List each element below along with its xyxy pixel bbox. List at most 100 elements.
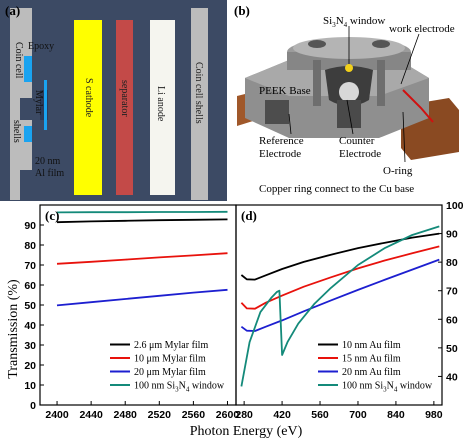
coin-cell-label: Coin cell: [13, 42, 24, 79]
counter-electrode-sphere: [339, 82, 359, 102]
li-anode-label: Li anode: [155, 86, 166, 122]
legend-label: 15 nm Au film: [342, 354, 401, 365]
plot-frame-1: [235, 204, 443, 406]
epoxy-block-upper: [24, 56, 32, 82]
series-line-0: [240, 232, 440, 281]
window-label-pre: Si: [323, 15, 332, 27]
x-tick-label: 280: [235, 409, 253, 421]
chart-c: 2400 2440 2480 2520 2560 2600 0 10 20 30 40 50 60 70 8…: [24, 204, 240, 421]
y-tick-label-right: 40: [446, 371, 458, 383]
reference-electrode-port: [265, 100, 289, 124]
series-line-3: [56, 210, 228, 214]
legend-label-text: 15 nm Au film: [342, 354, 401, 365]
legend-label-text: 2.6 μm Mylar film: [134, 340, 208, 351]
chart-d: 280 420 560 700 840 980 40 50 60 70 80 90 100 (d) 10 n…: [235, 200, 464, 421]
legend-label: 10 nm Au film: [342, 340, 401, 351]
legend-label-sub2: 4: [186, 386, 190, 394]
legend-label-mid: N: [179, 381, 186, 392]
series-line-2: [56, 288, 228, 307]
screw-head-left: [308, 40, 326, 48]
panel-b-cell-cutaway: (b) Si3N4 window work electrode PEEK Bas…: [229, 0, 472, 201]
x-tick-label: 2560: [182, 409, 206, 421]
al-film-strip: [44, 80, 47, 130]
epoxy-label: Epoxy: [28, 41, 54, 52]
oring-leader-line: [402, 111, 406, 163]
legend-label: 100 nm Si3N4 window: [342, 381, 433, 394]
panels-c-d-transmission-charts: 2400 2440 2480 2520 2560 2600 0 10 20 30 40 50 60 70 8…: [0, 200, 474, 440]
reference-electrode-label-line1: Reference: [259, 135, 304, 147]
legend-label: 10 μm Mylar film: [134, 354, 206, 365]
y-tick-label: 20: [24, 360, 36, 372]
window-label-mid: N: [336, 15, 344, 27]
reference-electrode-label-line2: Electrode: [259, 148, 301, 160]
y-tick-label: 30: [24, 340, 36, 352]
counter-electrode-label-line2: Electrode: [339, 148, 381, 160]
y-tick-label: 50: [24, 300, 36, 312]
legend-label-text: 10 nm Au film: [342, 340, 401, 351]
x-tick-label: 2440: [79, 409, 103, 421]
legend-label-post: window: [189, 381, 225, 392]
screw-shaft-right: [377, 60, 385, 106]
y-axis-label: Transmission (%): [6, 279, 21, 379]
y-tick-label-right: 60: [446, 314, 458, 326]
cell-cutaway-svg: (b) Si3N4 window work electrode PEEK Bas…: [229, 0, 472, 201]
li-anode-layer: [150, 20, 175, 195]
x-tick-label: 420: [273, 409, 291, 421]
work-electrode-leader-line: [400, 33, 420, 85]
x-tick-label: 560: [311, 409, 329, 421]
y-tick-label: 10: [24, 380, 36, 392]
legend-label: 2.6 μm Mylar film: [134, 340, 208, 351]
window-label-post: window: [347, 15, 385, 27]
x-tick-label: 2520: [148, 409, 172, 421]
x-tick-label: 700: [349, 409, 367, 421]
y-tick-label: 80: [24, 240, 36, 252]
copper-ring-label: Copper ring connect to the Cu base: [259, 183, 414, 195]
y-tick-label: 90: [24, 220, 36, 232]
coin-cell-svg: (a) Coin cell Epoxy Mylar shells 20 nm A…: [0, 0, 227, 201]
panel-a-tag: (a): [5, 3, 20, 18]
window-label: Si3N4 window: [323, 15, 385, 29]
transmission-charts-svg: 2400 2440 2480 2520 2560 2600 0 10 20 30 40 50 60 70 8…: [6, 200, 464, 439]
y-tick-label: 60: [24, 280, 36, 292]
series-line-0: [56, 218, 228, 224]
series-line-2: [240, 258, 440, 332]
x-tick-label: 2480: [114, 409, 138, 421]
window-spot: [345, 64, 353, 72]
window-label-sub1: 3: [332, 21, 336, 29]
legend-label: 20 nm Au film: [342, 367, 401, 378]
peek-base-label: PEEK Base: [259, 85, 311, 97]
coin-cell-shells-label: Coin cell shells: [193, 62, 204, 124]
y-tick-label: 70: [24, 260, 36, 272]
y-tick-label: 0: [30, 400, 36, 412]
work-electrode-label: work electrode: [389, 23, 455, 35]
x-tick-label: 2400: [45, 409, 69, 421]
panel-tag: (c): [45, 208, 59, 223]
legend-label: 100 nm Si3N4 window: [134, 381, 225, 394]
window-label-sub2: 4: [344, 21, 348, 29]
y-tick-label-right: 100: [446, 201, 464, 212]
schematic-background: [0, 0, 227, 201]
panel-b-tag: (b): [234, 3, 250, 18]
series-line-1: [240, 245, 440, 310]
legend-label-mid: N: [387, 381, 394, 392]
shells-label: shells: [11, 120, 22, 143]
y-tick-label-right: 80: [446, 257, 458, 269]
legend-label-sub2: 4: [394, 386, 398, 394]
legend-label-sub: 3: [383, 386, 387, 394]
y-tick-label: 40: [24, 320, 36, 332]
legend-label: 20 μm Mylar film: [134, 367, 206, 378]
screw-shaft-left: [313, 60, 321, 106]
screw-head-right: [372, 40, 390, 48]
separator-layer: [116, 20, 133, 195]
legend-label-text: 10 μm Mylar film: [134, 354, 206, 365]
series-line-1: [56, 252, 228, 265]
y-tick-label-right: 50: [446, 343, 458, 355]
reference-leader-line: [288, 113, 292, 135]
s-cathode-layer: [74, 20, 102, 195]
legend-label-text: 20 nm Au film: [342, 367, 401, 378]
x-tick-label: 2600: [216, 409, 240, 421]
y-tick-label-right: 90: [446, 229, 458, 241]
al-film-label-line2: Al film: [35, 168, 64, 179]
legend-label-text: 100 nm Si: [342, 381, 383, 392]
legend-label-post: window: [397, 381, 433, 392]
